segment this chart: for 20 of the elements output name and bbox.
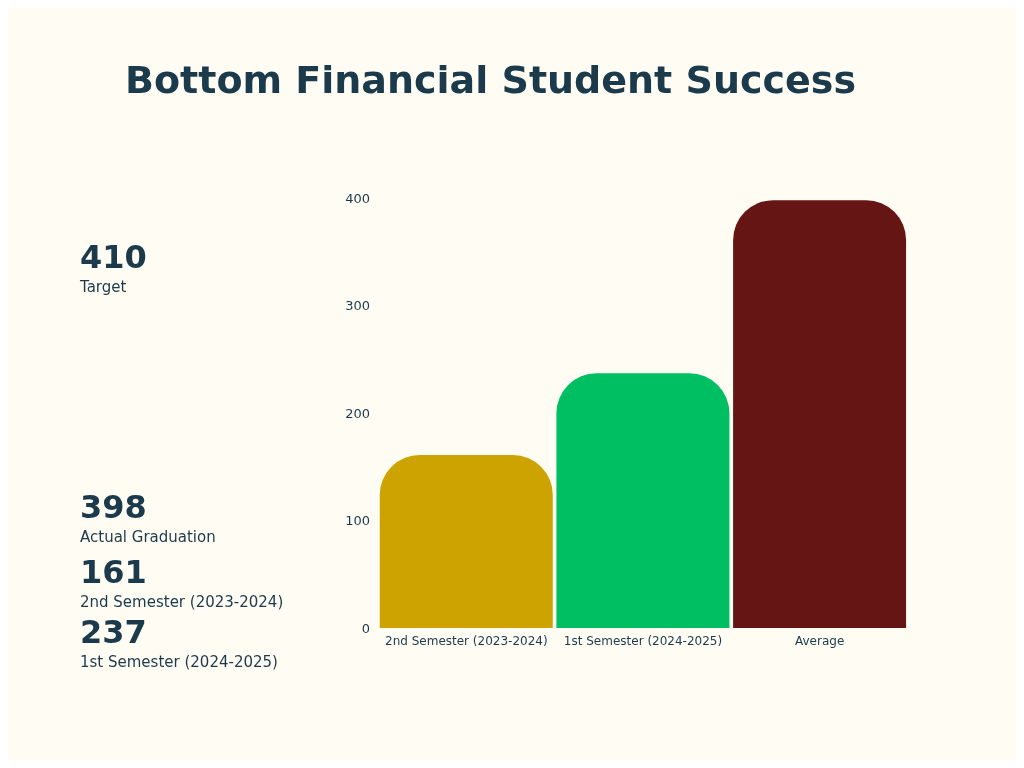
text: Target [80, 278, 128, 296]
text: 410 [80, 238, 147, 276]
text: 398 [80, 488, 148, 526]
bar [556, 373, 730, 628]
x-tick-label: 1st Semester (2024-2025) [563, 633, 723, 648]
x-tick-label: Average [795, 633, 845, 648]
text: 237 [80, 613, 148, 651]
text: 161 [80, 553, 148, 591]
text: 1st Semester (2024-2025) [80, 653, 278, 671]
y-tick-label: 200 [345, 405, 370, 421]
y-tick-label: 300 [345, 298, 370, 314]
bar [733, 200, 907, 628]
chart-title: Bottom Financial Student Success [124, 58, 857, 102]
y-tick-label: 0 [361, 620, 370, 636]
text: Actual Graduation [80, 528, 216, 546]
y-tick-label: 400 [345, 190, 370, 206]
y-tick-label: 100 [345, 513, 370, 529]
x-tick-label: 2nd Semester (2023-2024) [385, 633, 548, 648]
bar [379, 454, 553, 628]
text: 2nd Semester (2023-2024) [80, 593, 284, 611]
